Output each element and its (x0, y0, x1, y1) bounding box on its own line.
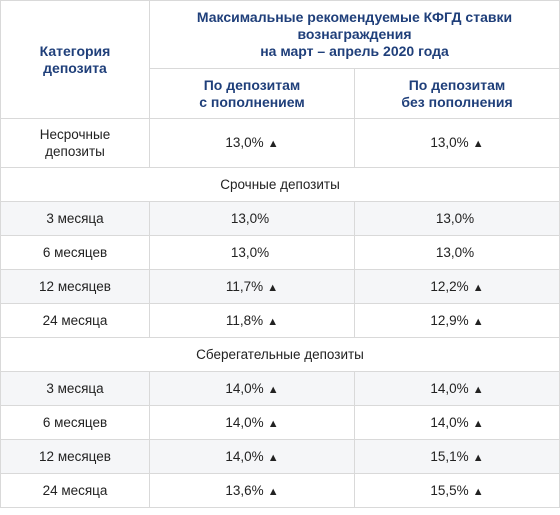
rate-with-topup: 14,0% ▲ (149, 371, 355, 406)
up-arrow-icon: ▲ (472, 282, 484, 294)
rate-value: 13,0% (225, 134, 264, 150)
row-label-line2: депозиты (45, 144, 105, 159)
row-label: Несрочные депозиты (0, 118, 150, 168)
rate-without-topup: 13,0% (354, 235, 560, 270)
table-row: 24 месяца 13,6% ▲ 15,5% ▲ (0, 473, 560, 508)
without-topup-line1: По депозитам (408, 76, 506, 93)
table-row: Несрочные депозиты 13,0% ▲ 13,0% ▲ (0, 118, 560, 168)
table-row: 3 месяца 14,0% ▲ 14,0% ▲ (0, 371, 560, 406)
up-arrow-icon: ▲ (472, 418, 484, 430)
rate-value: 14,0% (430, 381, 469, 396)
up-arrow-icon: ▲ (472, 486, 484, 498)
up-arrow-icon: ▲ (267, 384, 279, 396)
rate-without-topup: 15,5% ▲ (354, 473, 560, 508)
title-line3: на март – апрель 2020 года (260, 43, 449, 59)
category-header-line1: Категория (39, 42, 111, 59)
up-arrow-icon: ▲ (267, 282, 279, 294)
row-label: 24 месяца (0, 473, 150, 508)
rate-without-topup: 13,0% ▲ (354, 118, 560, 168)
row-label: 12 месяцев (0, 269, 150, 304)
rate-with-topup: 14,0% ▲ (149, 405, 355, 440)
row-label: 24 месяца (0, 303, 150, 338)
section-row: Сберегательные депозиты (0, 337, 560, 372)
rate-without-topup: 14,0% ▲ (354, 405, 560, 440)
table-row: 3 месяца 13,0% 13,0% (0, 201, 560, 236)
rate-value: 12,9% (430, 313, 469, 328)
row-label: 3 месяца (0, 201, 150, 236)
rate-value: 13,0% (435, 245, 475, 260)
rate-value: 13,0% (435, 211, 475, 226)
rate-with-topup: 13,0% (149, 235, 355, 270)
title-line1: Максимальные рекомендуемые КФГД ставки (196, 9, 513, 25)
rate-with-topup: 13,0% (149, 201, 355, 236)
up-arrow-icon: ▲ (267, 486, 279, 498)
rate-value: 13,0% (430, 134, 469, 150)
rate-without-topup: 12,9% ▲ (354, 303, 560, 338)
up-arrow-icon: ▲ (472, 384, 484, 396)
row-label: 3 месяца (0, 371, 150, 406)
rate-value: 14,0% (225, 415, 264, 430)
rate-with-topup: 13,0% ▲ (149, 118, 355, 168)
without-topup-header: По депозитам без пополнения (354, 68, 560, 119)
up-arrow-icon: ▲ (267, 418, 279, 430)
rate-value: 11,8% (225, 313, 264, 328)
title-line2: вознаграждения (297, 26, 412, 42)
row-label: 6 месяцев (0, 405, 150, 440)
with-topup-line2: с пополнением (199, 93, 305, 110)
rate-value: 14,0% (225, 449, 264, 464)
row-label: 6 месяцев (0, 235, 150, 270)
rate-without-topup: 13,0% (354, 201, 560, 236)
rate-with-topup: 13,6% ▲ (149, 473, 355, 508)
rate-with-topup: 11,7% ▲ (149, 269, 355, 304)
section-label-savings: Сберегательные депозиты (0, 337, 560, 372)
up-arrow-icon: ▲ (267, 452, 279, 464)
rate-value: 11,7% (225, 279, 264, 294)
up-arrow-icon: ▲ (267, 316, 279, 328)
row-label: 12 месяцев (0, 439, 150, 474)
up-arrow-icon: ▲ (472, 316, 484, 328)
rates-title-header: Максимальные рекомендуемые КФГД ставки в… (149, 0, 560, 69)
table-row: 24 месяца 11,8% ▲ 12,9% ▲ (0, 303, 560, 338)
rate-without-topup: 14,0% ▲ (354, 371, 560, 406)
up-arrow-icon: ▲ (472, 137, 484, 150)
table-row: 6 месяцев 13,0% 13,0% (0, 235, 560, 270)
row-label-line1: Несрочные (39, 127, 111, 142)
category-header: Категория депозита (0, 0, 150, 119)
rate-value: 15,5% (430, 483, 469, 498)
with-topup-header: По депозитам с пополнением (149, 68, 355, 119)
rate-with-topup: 11,8% ▲ (149, 303, 355, 338)
rate-value: 13,6% (225, 483, 264, 498)
up-arrow-icon: ▲ (472, 452, 484, 464)
rate-value: 12,2% (430, 279, 469, 294)
rate-value: 14,0% (225, 381, 264, 396)
section-label-term: Срочные депозиты (0, 167, 560, 202)
section-row: Срочные депозиты (0, 167, 560, 202)
table-row: 6 месяцев 14,0% ▲ 14,0% ▲ (0, 405, 560, 440)
without-topup-line2: без пополнения (401, 93, 513, 110)
with-topup-line1: По депозитам (203, 76, 301, 93)
rate-value: 15,1% (430, 449, 469, 464)
up-arrow-icon: ▲ (267, 137, 279, 150)
rate-without-topup: 12,2% ▲ (354, 269, 560, 304)
table-row: 12 месяцев 14,0% ▲ 15,1% ▲ (0, 439, 560, 474)
rate-with-topup: 14,0% ▲ (149, 439, 355, 474)
category-header-line2: депозита (43, 59, 107, 76)
rate-value: 14,0% (430, 415, 469, 430)
table-row: 12 месяцев 11,7% ▲ 12,2% ▲ (0, 269, 560, 304)
rate-value: 13,0% (230, 211, 270, 226)
rate-value: 13,0% (230, 245, 270, 260)
rate-without-topup: 15,1% ▲ (354, 439, 560, 474)
